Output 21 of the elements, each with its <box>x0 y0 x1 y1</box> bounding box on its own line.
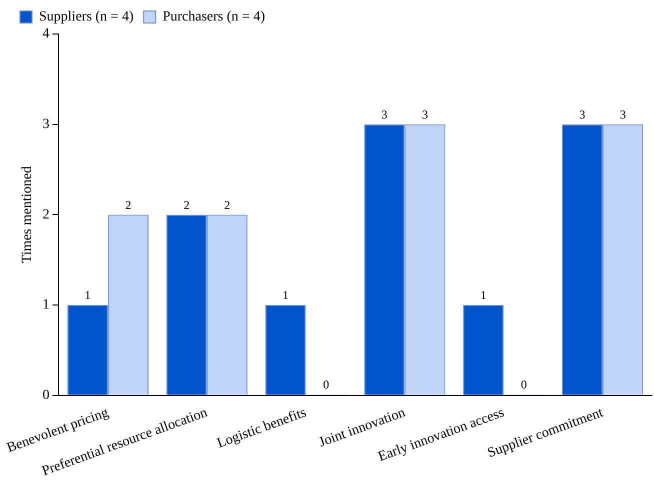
y-tick-label: 1 <box>42 298 50 313</box>
data-label: 1 <box>282 288 289 302</box>
y-tick-label: 0 <box>42 388 50 404</box>
data-label: 3 <box>422 108 428 122</box>
data-label: 1 <box>480 288 486 302</box>
data-label: 0 <box>520 378 527 392</box>
data-label: 3 <box>579 108 586 122</box>
data-label: 2 <box>224 198 230 212</box>
legend-label: Purchasers (n = 4) <box>162 10 266 25</box>
x-tick-label: Logistic benefits <box>215 405 308 452</box>
data-label: 1 <box>84 288 91 302</box>
data-label: 3 <box>620 108 626 122</box>
y-tick-label: 2 <box>42 207 50 222</box>
data-label: 2 <box>184 198 190 212</box>
data-label: 2 <box>125 198 132 212</box>
data-label: 3 <box>381 108 388 122</box>
data-label: 0 <box>323 378 330 392</box>
y-axis-title: Times mentioned <box>20 166 35 264</box>
y-tick-label: 4 <box>42 26 50 42</box>
y-tick-label: 3 <box>42 117 50 132</box>
legend-label: Suppliers (n = 4) <box>39 10 134 25</box>
